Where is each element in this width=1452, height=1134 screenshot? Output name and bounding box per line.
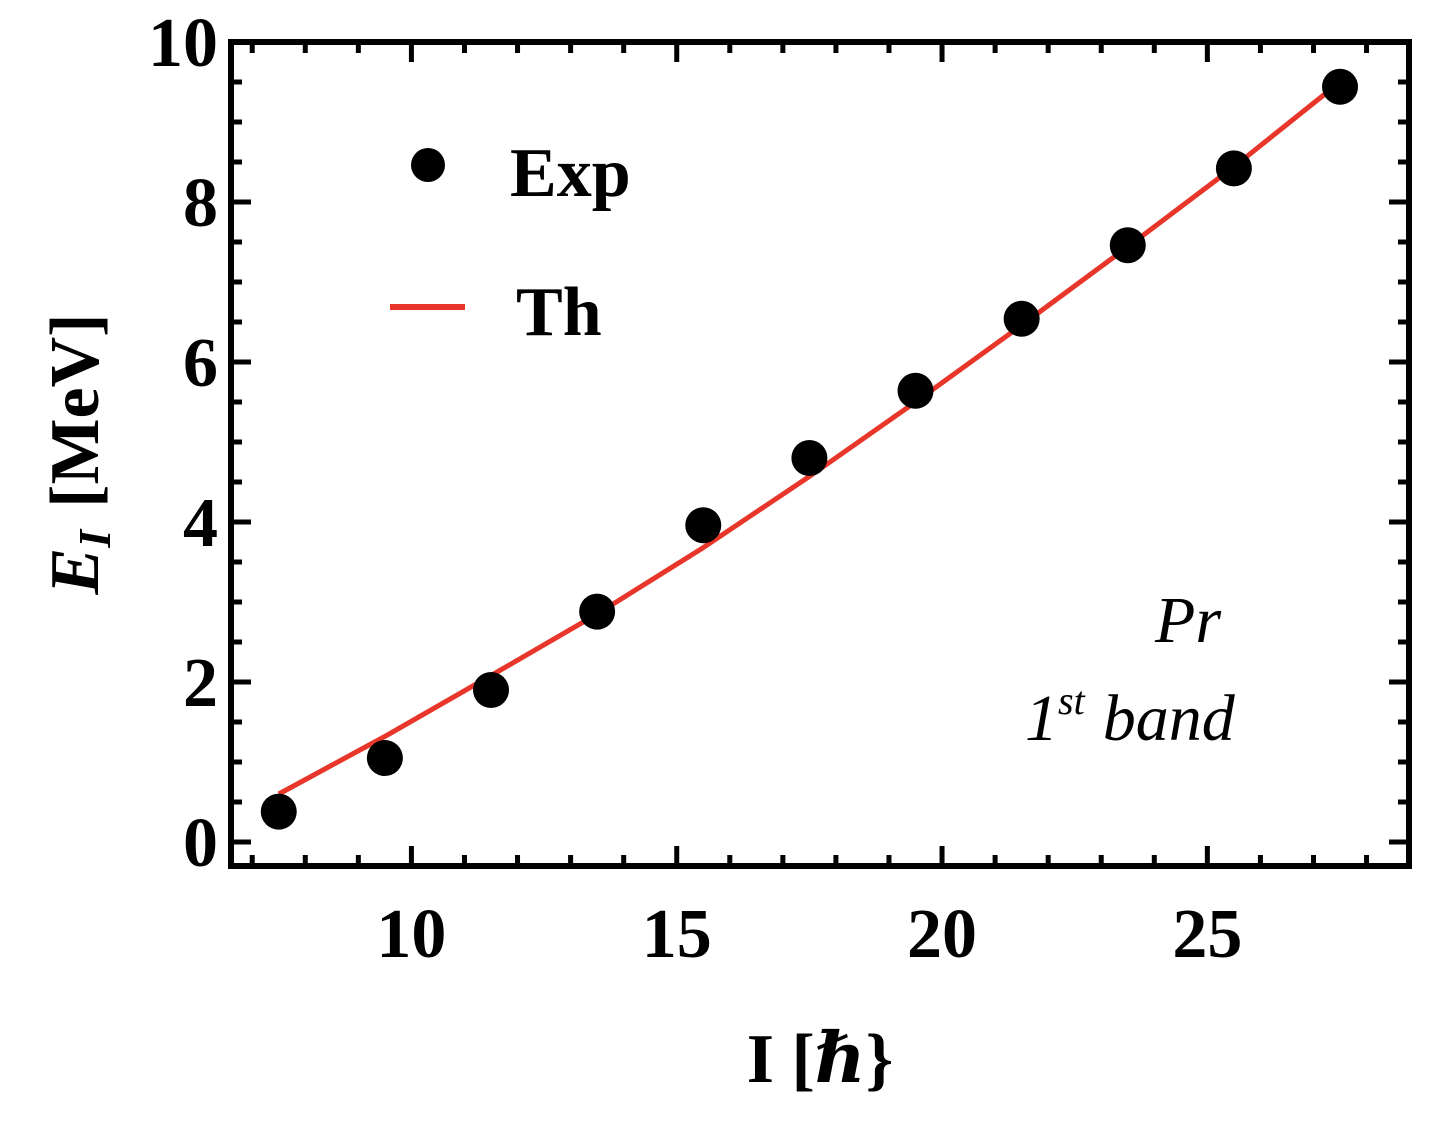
annotation-band: 1st band [1025, 678, 1236, 755]
exp-data-point [897, 372, 934, 409]
x-tick-label: 15 [642, 896, 712, 973]
exp-data-point [473, 672, 510, 708]
annotation-nucleus: Pr [1154, 584, 1221, 657]
y-tick-label: 2 [183, 645, 218, 722]
legend-exp-label: Exp [510, 135, 631, 212]
exp-data-point [1003, 300, 1040, 337]
y-tick-label: 0 [183, 805, 218, 882]
exp-data-point [1215, 150, 1252, 187]
exp-data-point [685, 507, 722, 544]
annotation: Pr 1st band [1025, 584, 1236, 755]
y-tick-label: 10 [148, 5, 218, 82]
theory-line [277, 80, 1342, 797]
x-tick-label: 10 [376, 896, 446, 973]
exp-data-point [1109, 227, 1146, 264]
series [260, 68, 1359, 830]
legend: Exp Th [390, 135, 631, 351]
exp-data-point [366, 740, 403, 776]
y-tick-label: 4 [183, 485, 218, 562]
x-tick-label: 25 [1172, 896, 1242, 973]
tick-labels: 10 15 20 25 0 2 4 6 8 10 [148, 5, 1242, 973]
legend-exp-marker [411, 148, 445, 182]
x-axis-title: I [ℏ} [747, 1021, 894, 1098]
exp-data-point [579, 593, 616, 630]
y-tick-label: 8 [183, 165, 218, 242]
y-axis-title: EI[MeV] [37, 314, 120, 596]
legend-th-label: Th [516, 274, 602, 351]
y-tick-label: 6 [183, 325, 218, 402]
x-tick-label: 20 [907, 896, 977, 973]
exp-data-point [791, 440, 828, 476]
exp-data-point [260, 793, 297, 830]
plot-frame [228, 39, 1412, 869]
exp-data-point [1322, 68, 1359, 105]
